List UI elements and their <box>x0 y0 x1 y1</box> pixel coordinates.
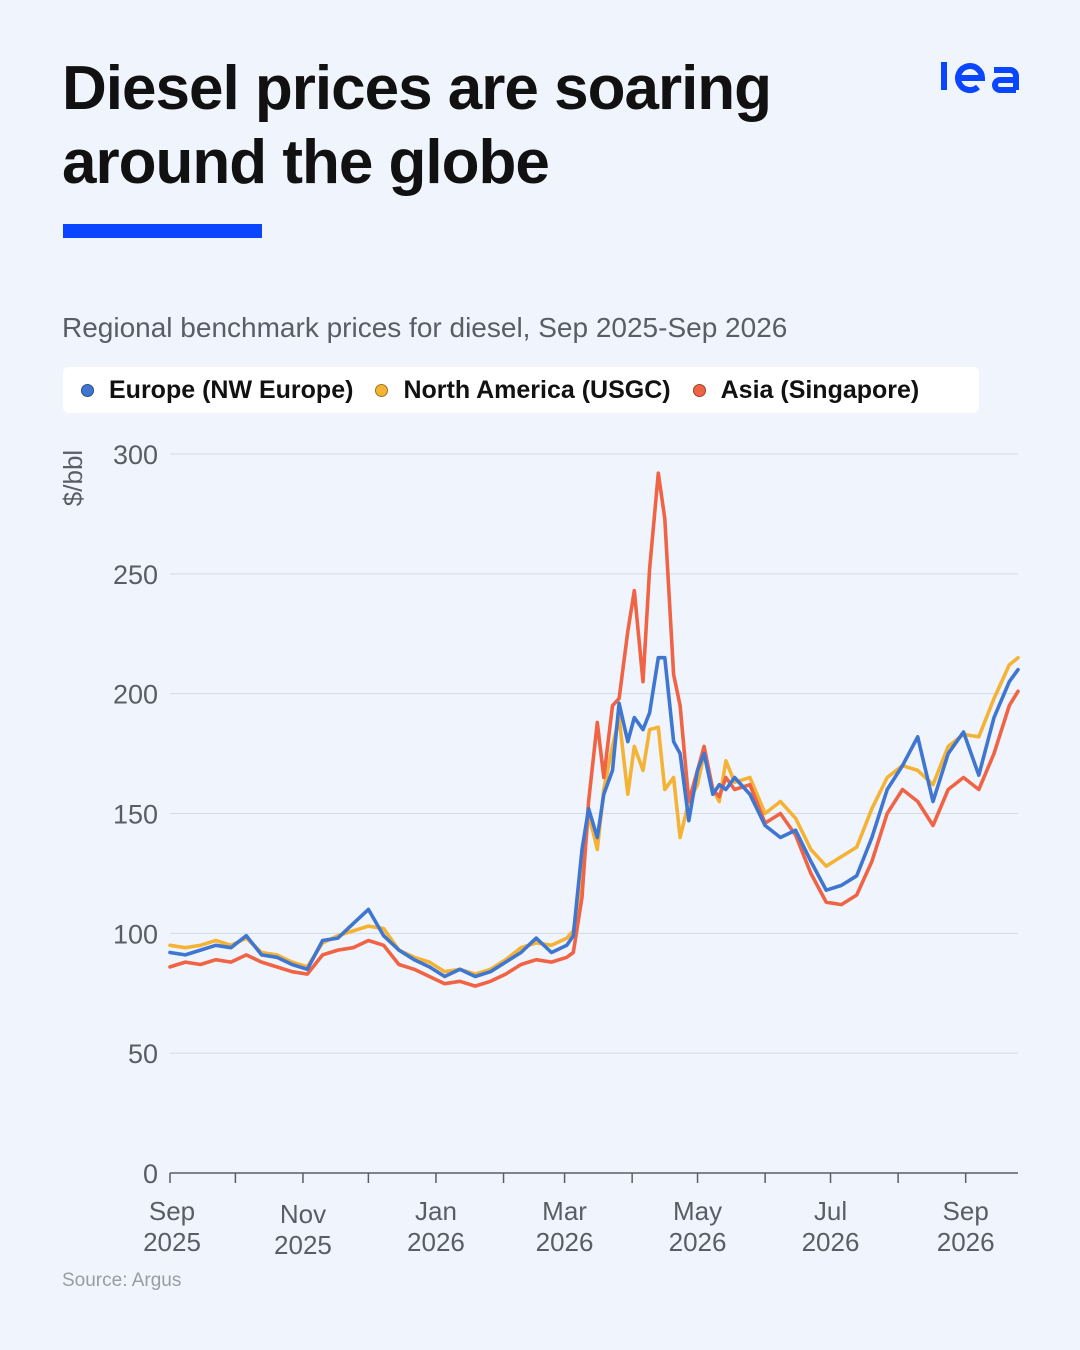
x-tick-month-2026-07-01: Jul <box>814 1196 847 1226</box>
chart-subtitle: Regional benchmark prices for diesel, Se… <box>62 312 788 343</box>
y-tick-label-150: 150 <box>113 800 158 830</box>
series-line-europe-nw-europe <box>168 655 1020 979</box>
x-tick-year-2026-09-01: 2026 <box>937 1227 995 1257</box>
y-tick-label-50: 50 <box>128 1039 158 1069</box>
legend-item-north-america: North America (USGC) <box>375 375 671 405</box>
x-tick-year-2026-01-01: 2026 <box>407 1227 465 1257</box>
chart-series <box>168 471 1020 988</box>
x-tick-year-2026-07-01: 2026 <box>802 1227 860 1257</box>
series-line-asia-singapore <box>168 471 1020 988</box>
legend-swatch-north-america <box>375 383 389 397</box>
legend-swatch-europe <box>81 383 94 397</box>
series-line-north-america-usgc <box>168 655 1020 976</box>
y-tick-label-300: 300 <box>113 440 158 470</box>
x-tick-year-2025-09-01: 2025 <box>143 1227 201 1257</box>
y-axis-tick-labels: 0 50 100 150 200 250 300 <box>113 440 158 1189</box>
x-tick-month-2026-03-01: Mar <box>542 1196 587 1226</box>
legend-swatch-asia <box>692 383 706 397</box>
page-title: Diesel prices are soaring around the glo… <box>62 54 772 197</box>
y-tick-label-250: 250 <box>113 560 158 590</box>
legend-label-asia: Asia (Singapore) <box>720 375 920 404</box>
x-tick-year-2026-05-01: 2026 <box>669 1227 727 1257</box>
x-tick-month-2026-05-01: May <box>673 1196 722 1226</box>
iea-logo: iea <box>941 62 1019 94</box>
x-tick-month-2025-11-01: Nov <box>280 1199 326 1229</box>
y-tick-label-200: 200 <box>113 680 158 710</box>
chart-legend: Europe (NW Europe) North America (USGC) … <box>63 367 979 413</box>
logo-letter-e <box>955 63 986 94</box>
x-tick-month-2026-09-01: Sep <box>943 1196 989 1226</box>
legend-label-europe: Europe (NW Europe) <box>109 375 354 404</box>
chart-gridlines <box>170 453 1018 1054</box>
x-axis: Sep2025Nov2025Jan2026Mar2026May2026Jul20… <box>143 1172 1018 1260</box>
x-tick-month-2025-09-01: Sep <box>149 1196 195 1226</box>
title-accent-bar <box>63 224 262 238</box>
y-tick-label-100: 100 <box>113 919 158 949</box>
source-note: Source: Argus <box>62 1270 182 1291</box>
logo-letter-a <box>992 67 1019 93</box>
legend-item-europe: Europe (NW Europe) <box>81 376 353 405</box>
x-tick-year-2025-11-01: 2025 <box>274 1230 332 1260</box>
x-tick-month-2026-01-01: Jan <box>415 1196 457 1226</box>
x-tick-year-2026-03-01: 2026 <box>536 1227 594 1257</box>
y-axis-label: $/bbl <box>58 450 88 506</box>
y-tick-label-0: 0 <box>143 1159 158 1189</box>
iea-logo-mark <box>941 62 1019 94</box>
legend-item-asia: Asia (Singapore) <box>692 375 920 405</box>
legend-label-north-america: North America (USGC) <box>403 375 671 404</box>
